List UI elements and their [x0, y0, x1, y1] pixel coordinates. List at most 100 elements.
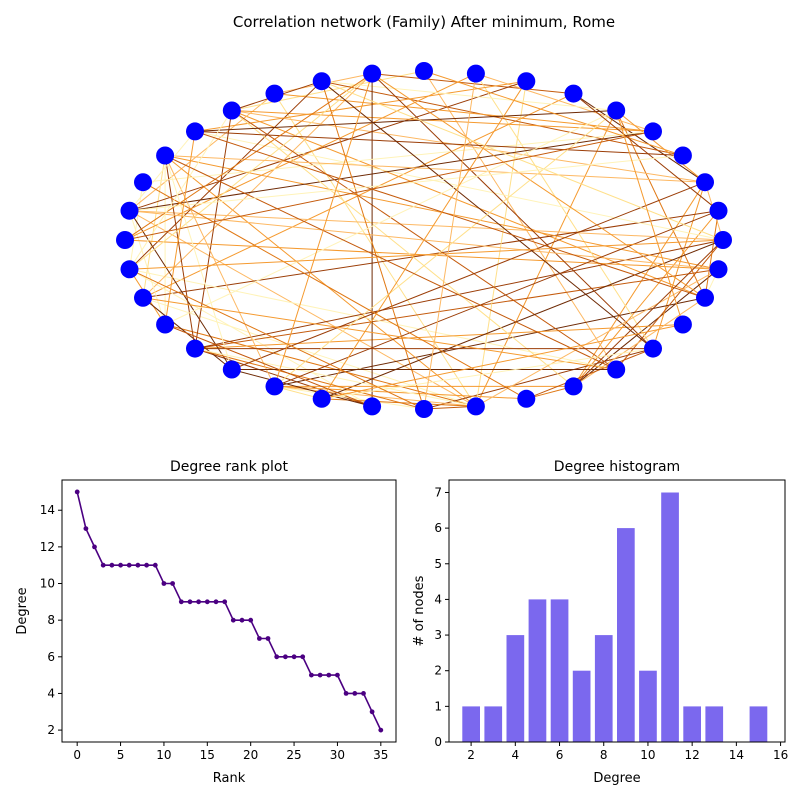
network-edge: [164, 324, 373, 407]
histogram-bar: [749, 706, 768, 742]
network-edge: [615, 110, 684, 325]
y-tick-label: 4: [434, 592, 442, 606]
network-node: [312, 389, 331, 408]
network-edge: [194, 348, 425, 410]
degree-rank-point: [239, 617, 245, 623]
y-tick-label: 6: [47, 650, 55, 664]
network-edge: [129, 131, 196, 212]
degree-rank-point: [274, 654, 280, 660]
network-edge: [129, 239, 724, 270]
degree-rank-point: [265, 636, 271, 641]
network-edge: [142, 297, 477, 407]
degree-rank-point: [100, 562, 106, 568]
network-edge: [164, 155, 617, 370]
network-edge: [274, 210, 719, 387]
histogram-bar: [617, 528, 635, 742]
degree-rank-point: [335, 672, 340, 678]
network-edge: [475, 73, 654, 349]
y-tick-label: 10: [40, 577, 55, 591]
network-node: [222, 101, 241, 120]
degree-rank-point: [230, 617, 236, 623]
x-tick-label: 10: [640, 748, 655, 762]
network-edge: [164, 324, 477, 407]
network-edge: [194, 110, 233, 349]
histogram-bar: [594, 635, 613, 742]
network-node: [564, 84, 583, 103]
network-edge: [475, 110, 617, 407]
x-tick-label: 16: [773, 748, 788, 762]
network-edge: [164, 131, 196, 325]
network-edge: [526, 348, 654, 400]
network-edge: [129, 210, 724, 241]
network-edge: [129, 80, 323, 270]
network-edge: [231, 110, 706, 299]
degree-rank-point: [361, 691, 366, 696]
degree-rank-point: [118, 562, 123, 568]
degree-rank-point: [74, 489, 80, 495]
degree-rank-point: [222, 599, 228, 605]
degree-rank-point: [257, 636, 262, 641]
histogram-frame: [448, 479, 786, 743]
rank-plot-frame: [61, 479, 397, 743]
network-edge: [321, 80, 724, 241]
network-edge: [321, 348, 654, 400]
network-edge: [194, 324, 683, 350]
network-edge: [371, 73, 706, 299]
network-node: [696, 288, 714, 307]
degree-rank-point: [291, 654, 297, 660]
network-edge: [573, 239, 724, 387]
network-edge: [142, 297, 617, 370]
network-edge: [129, 210, 233, 370]
degree-rank-plot: Degree rank plot 0 5 10 15 20 25 30 35 2 4 6 8 10 12 1…: [15, 459, 397, 786]
network-edge: [194, 130, 683, 156]
network-node: [156, 146, 175, 165]
degree-rank-point: [92, 544, 97, 550]
network-edge: [194, 110, 617, 132]
network-edge: [164, 155, 275, 387]
y-tick-label: 1: [434, 699, 442, 713]
degree-rank-point: [326, 672, 332, 678]
y-tick-label: 14: [40, 503, 55, 517]
network-node: [415, 400, 433, 418]
network-node: [186, 122, 204, 141]
network-node: [363, 64, 382, 83]
network-node: [607, 360, 626, 379]
degree-rank-line: [76, 491, 382, 731]
histogram-bar: [639, 670, 657, 742]
x-tick-label: 35: [373, 748, 388, 762]
network-node: [415, 62, 433, 80]
network-node: [644, 339, 662, 358]
network-edge: [194, 268, 719, 350]
network-edge: [475, 81, 527, 407]
x-tick-label: 4: [511, 748, 519, 762]
y-tick-label: 6: [434, 521, 442, 535]
histogram-bar: [572, 670, 591, 742]
degree-rank-point: [83, 526, 89, 531]
network-edge: [129, 268, 425, 410]
network-node: [673, 315, 692, 334]
y-tick-label: 4: [47, 686, 55, 700]
x-tick-label: 30: [330, 748, 345, 762]
network-nodes: [116, 62, 732, 418]
degree-rank-point: [126, 562, 132, 568]
x-tick-label: 25: [286, 748, 301, 762]
network-node: [517, 389, 536, 408]
network-edge: [231, 110, 706, 183]
network-node: [312, 72, 331, 91]
network-edge: [165, 155, 706, 183]
network-edge: [321, 81, 425, 410]
histogram-ylabel: # of nodes: [412, 575, 427, 646]
degree-rank-point: [300, 654, 306, 660]
network-edge: [321, 80, 617, 111]
network-node: [564, 377, 583, 396]
network-edge: [231, 181, 706, 370]
degree-rank-point: [196, 599, 202, 605]
network-edge: [164, 110, 617, 325]
network-edge: [475, 268, 719, 407]
network-edge: [423, 70, 617, 370]
degree-rank-point: [213, 599, 219, 605]
y-tick-label: 2: [47, 723, 55, 737]
histogram-bar: [683, 706, 701, 742]
